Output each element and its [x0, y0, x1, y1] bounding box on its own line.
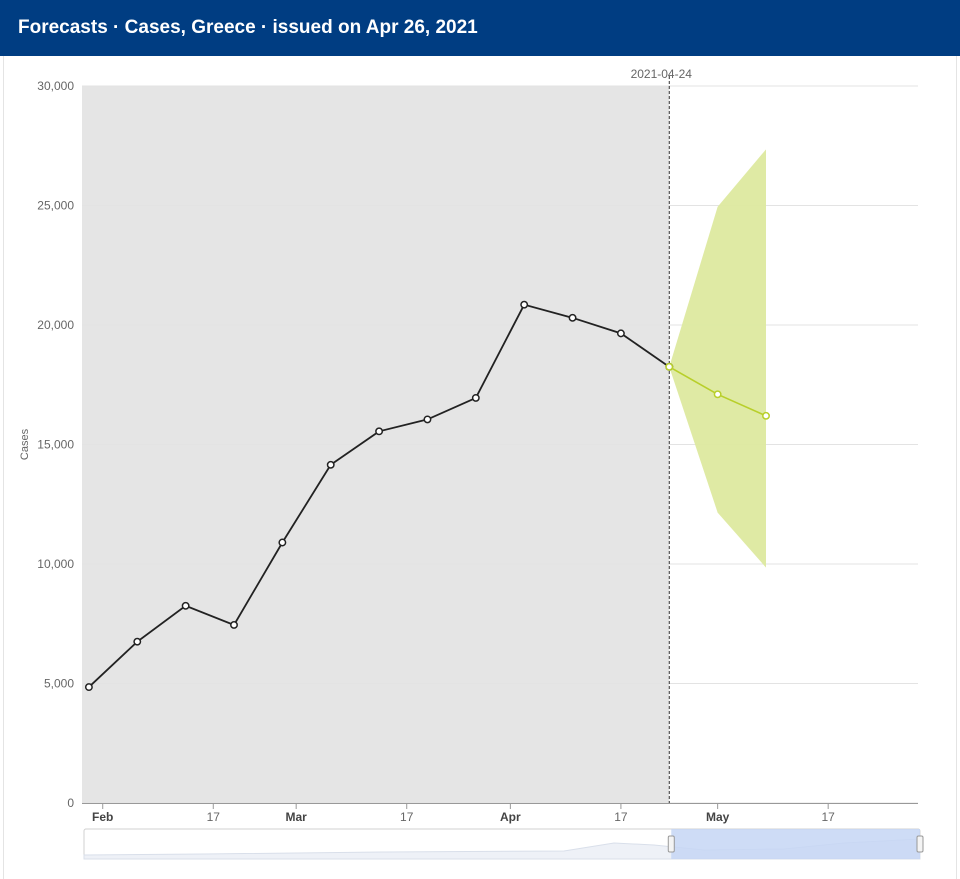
observed-point [520, 300, 529, 309]
x-tick-label: 17 [822, 810, 836, 824]
observed-point [471, 393, 480, 402]
x-tick-label: 17 [614, 810, 628, 824]
x-tick-label: Apr [500, 810, 521, 824]
cutoff-label: 2021-04-24 [631, 67, 693, 81]
navigator-selection[interactable] [671, 829, 920, 859]
y-tick-label: 15,000 [37, 438, 74, 452]
x-tick-label: Mar [286, 810, 308, 824]
observed-point [326, 460, 335, 469]
navigator-right-handle[interactable] [916, 835, 924, 853]
observed-point [84, 683, 93, 692]
x-tick-label: 17 [400, 810, 414, 824]
chart-title: Forecasts · Cases, Greece · issued on Ap… [0, 0, 960, 56]
y-tick-label: 30,000 [37, 79, 74, 93]
observed-point [278, 538, 287, 547]
y-axis-label: Cases [19, 428, 31, 460]
forecast-chart: 0 5,000 10,000 15,000 20,000 25,000 30,000 Feb 1… [19, 67, 924, 860]
forecast-interval [669, 149, 766, 568]
y-tick-label: 0 [67, 796, 74, 810]
x-tick-label: Feb [92, 810, 113, 824]
forecast-point [713, 390, 722, 399]
forecast-point [762, 411, 770, 420]
chart-panel: 0 5,000 10,000 15,000 20,000 25,000 30,000 Feb 1… [3, 56, 957, 879]
observed-point [568, 313, 577, 322]
observed-point [133, 637, 142, 646]
navigator-left-handle[interactable] [667, 835, 675, 853]
observed-point [230, 620, 238, 629]
observed-point [181, 601, 190, 610]
observed-point [616, 329, 625, 338]
y-tick-label: 20,000 [37, 318, 74, 332]
y-tick-label: 5,000 [44, 677, 74, 691]
y-tick-label: 25,000 [37, 199, 74, 213]
observed-point [423, 415, 432, 424]
y-tick-label: 10,000 [37, 557, 74, 571]
forecast-point [665, 362, 674, 371]
observed-point [375, 427, 384, 436]
x-tick-label: 17 [207, 810, 221, 824]
x-tick-label: May [706, 810, 730, 824]
